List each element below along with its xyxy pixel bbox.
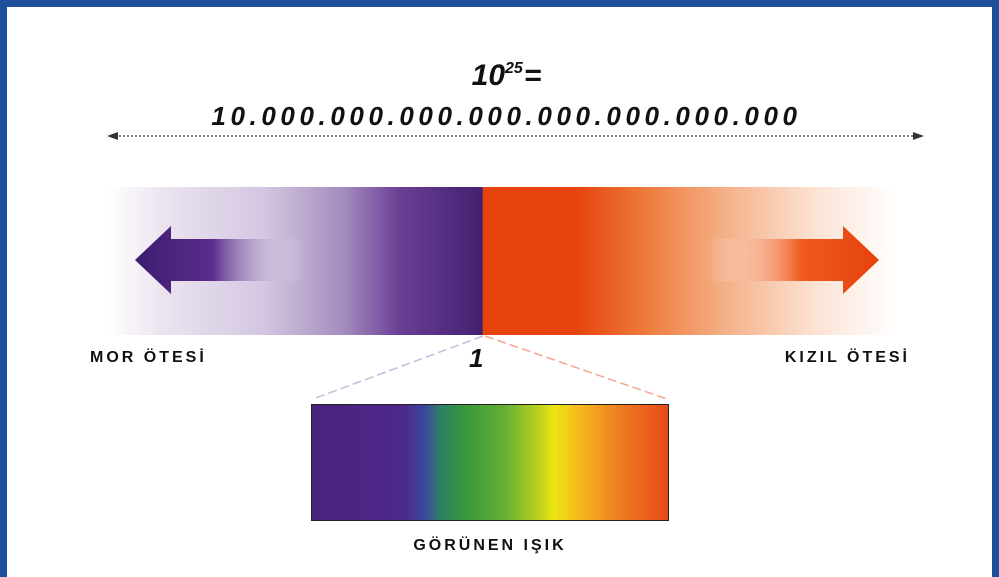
spectrum-arrows [135,226,879,400]
arrow-right-icon [707,226,879,294]
infrared-label: KIZIL ÖTESİ [784,349,910,366]
visible-light-label: GÖRÜNEN IŞIK [413,537,567,554]
ultraviolet-label: MOR ÖTESİ [90,349,207,366]
range-left-arrowhead [107,132,118,140]
visible-light-spectrum [311,404,669,521]
arrow-left-icon [135,226,307,294]
zoom-line-left [312,335,484,400]
power-expression: 1025= [7,59,992,93]
expanded-number: 10.000.000.000.000.000.000.000.000 [211,101,802,131]
power-equals: = [523,59,542,92]
center-value-label: 1 [469,343,484,373]
zoom-line-right [484,335,668,400]
power-exponent: 25 [505,60,523,77]
range-right-arrowhead [913,132,924,140]
power-base: 10 [471,59,506,92]
range-line [107,132,924,140]
